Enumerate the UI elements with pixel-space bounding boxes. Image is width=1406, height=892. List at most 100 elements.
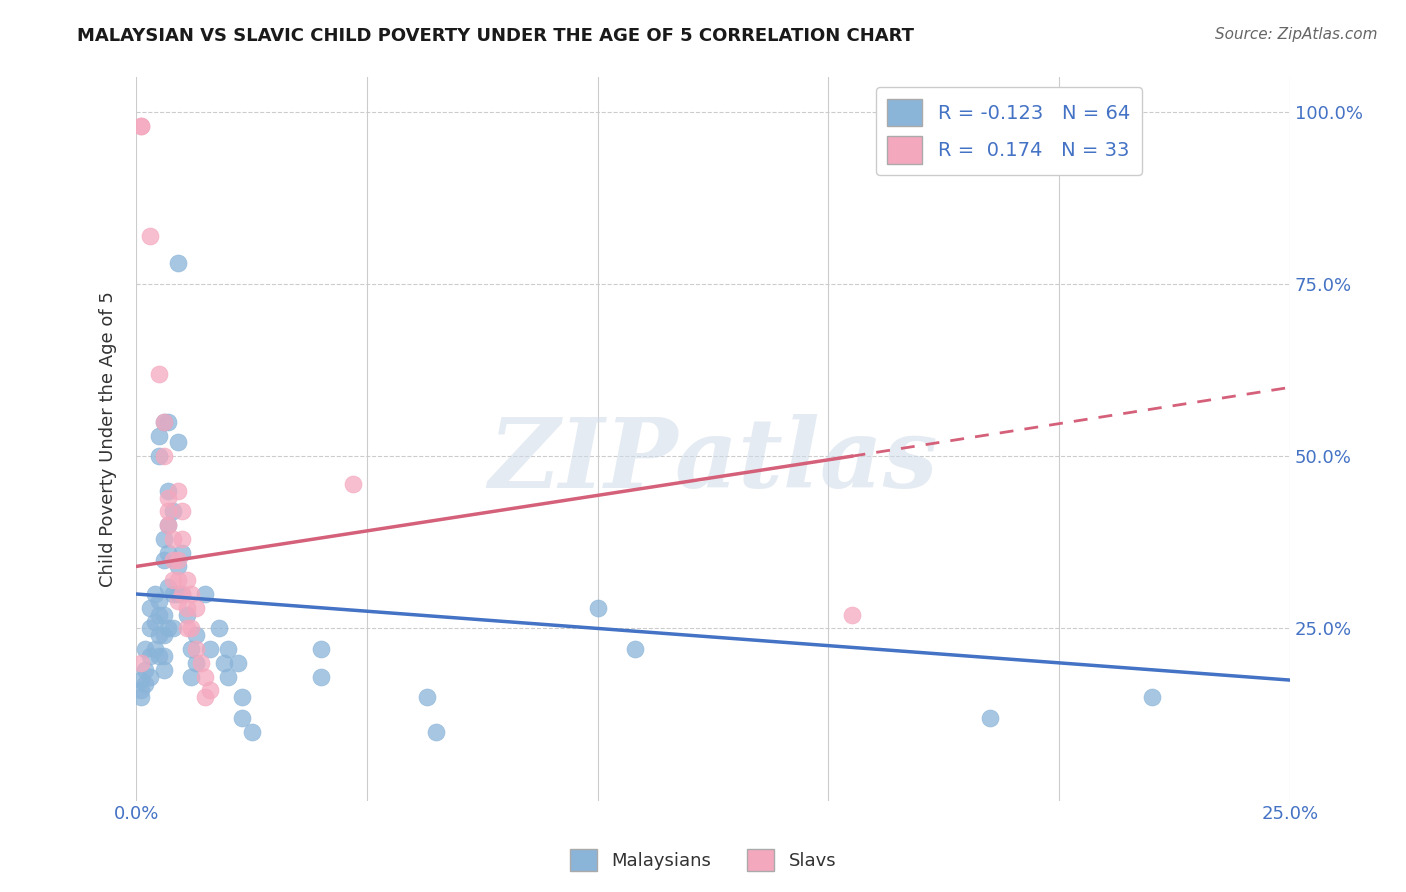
Point [143,615,166,629]
Point [148,428,170,442]
Point [208,622,231,636]
Point [134,642,156,657]
Point [226,656,249,670]
Point [231,711,253,725]
Point [979,711,1001,725]
Point [153,415,176,429]
Point [180,622,202,636]
Point [342,476,364,491]
Point [162,573,184,587]
Point [134,663,156,677]
Point [166,435,188,450]
Point [176,622,198,636]
Point [176,600,198,615]
Point [198,683,221,698]
Legend: R = -0.123   N = 64, R =  0.174   N = 33: R = -0.123 N = 64, R = 0.174 N = 33 [876,87,1142,175]
Point [148,648,170,663]
Point [166,483,188,498]
Point [172,504,194,518]
Point [180,587,202,601]
Point [139,648,162,663]
Point [166,256,188,270]
Point [139,600,162,615]
Point [180,670,202,684]
Point [148,628,170,642]
Point [180,642,202,657]
Point [129,119,152,133]
Point [240,724,263,739]
Point [129,656,152,670]
Point [143,642,166,657]
Point [157,483,180,498]
Text: Source: ZipAtlas.com: Source: ZipAtlas.com [1215,27,1378,42]
Point [166,594,188,608]
Point [153,532,176,546]
Point [184,642,207,657]
Point [129,690,152,705]
Point [162,552,184,566]
Point [176,573,198,587]
Point [162,622,184,636]
Point [157,546,180,560]
Point [166,552,188,566]
Point [309,670,332,684]
Point [134,676,156,690]
Point [416,690,439,705]
Point [586,600,609,615]
Point [194,587,217,601]
Point [148,594,170,608]
Point [153,415,176,429]
Point [425,724,447,739]
Point [157,415,180,429]
Point [172,546,194,560]
Point [172,587,194,601]
Point [194,670,217,684]
Point [198,642,221,657]
Text: ZIPatlas: ZIPatlas [488,414,938,508]
Point [184,600,207,615]
Point [172,587,194,601]
Point [231,690,253,705]
Point [157,518,180,533]
Point [184,656,207,670]
Point [157,622,180,636]
Point [139,622,162,636]
Point [157,504,180,518]
Point [172,532,194,546]
Point [129,119,152,133]
Point [157,518,180,533]
Point [212,656,235,670]
Point [1140,690,1163,705]
Point [153,607,176,622]
Point [153,663,176,677]
Point [162,504,184,518]
Point [139,670,162,684]
Point [153,628,176,642]
Point [148,607,170,622]
Point [153,449,176,463]
Point [162,532,184,546]
Point [129,683,152,698]
Point [148,449,170,463]
Point [129,673,152,687]
Legend: Malaysians, Slavs: Malaysians, Slavs [562,842,844,879]
Point [190,656,212,670]
Point [162,587,184,601]
Point [176,607,198,622]
Point [157,491,180,505]
Point [841,607,863,622]
Point [166,573,188,587]
Point [143,587,166,601]
Point [166,587,188,601]
Point [217,670,239,684]
Point [194,690,217,705]
Point [153,648,176,663]
Y-axis label: Child Poverty Under the Age of 5: Child Poverty Under the Age of 5 [100,291,117,587]
Point [139,228,162,243]
Point [148,367,170,381]
Point [623,642,645,657]
Text: MALAYSIAN VS SLAVIC CHILD POVERTY UNDER THE AGE OF 5 CORRELATION CHART: MALAYSIAN VS SLAVIC CHILD POVERTY UNDER … [77,27,914,45]
Point [184,628,207,642]
Point [309,642,332,657]
Point [217,642,239,657]
